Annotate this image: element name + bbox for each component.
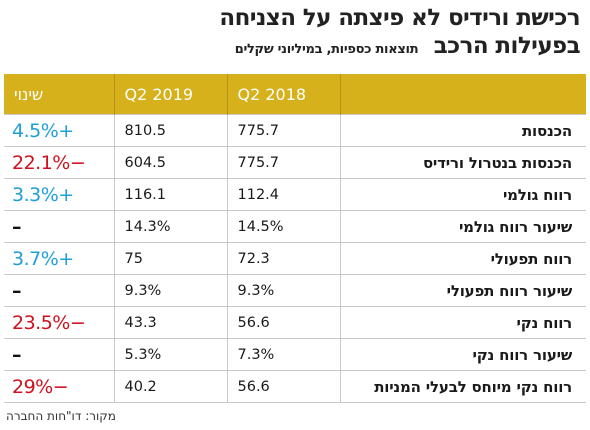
- cell-q2-2018: 775.7: [226, 114, 340, 147]
- cell-change: +3.7%: [4, 242, 114, 275]
- cell-q2-2018: 56.6: [226, 370, 340, 403]
- cell-q2-2019: 40.2: [113, 370, 227, 403]
- financial-results-table: Q2 2018 Q2 2019 שינוי הכנסות 775.7 810.5 +4…: [4, 74, 586, 403]
- row-label: רווח נקי מיוחס לבעלי המניות: [339, 370, 586, 403]
- subtitle: תוצאות כספיות, במיליוני שקלים: [234, 42, 419, 57]
- column-header-q2-2018: Q2 2018: [226, 74, 340, 115]
- row-label: רווח נקי: [339, 306, 586, 339]
- table-row: רווח תפעולי 72.3 75 +3.7%: [4, 242, 586, 275]
- chart-title-block: רכישת ורידיס לא פיצתה על הצניחה בפעילות …: [10, 4, 580, 64]
- cell-q2-2018: 72.3: [226, 242, 340, 275]
- cell-q2-2019: 14.3%: [113, 210, 227, 243]
- cell-q2-2019: 9.3%: [113, 274, 227, 307]
- table-row: רווח נקי 56.6 43.3 −23.5%: [4, 306, 586, 339]
- row-label: רווח גולמי: [339, 178, 586, 211]
- cell-q2-2018: 14.5%: [226, 210, 340, 243]
- column-header-label: [339, 74, 586, 115]
- table-row: הכנסות 775.7 810.5 +4.5%: [4, 114, 586, 147]
- cell-change: −29%: [4, 370, 114, 403]
- cell-q2-2019: 43.3: [113, 306, 227, 339]
- cell-q2-2019: 810.5: [113, 114, 227, 147]
- table-row: רווח גולמי 112.4 116.1 +3.3%: [4, 178, 586, 211]
- cell-change: −22.1%: [4, 146, 114, 179]
- table-header-row: Q2 2018 Q2 2019 שינוי: [4, 74, 586, 115]
- cell-q2-2019: 116.1: [113, 178, 227, 211]
- cell-change: +4.5%: [4, 114, 114, 147]
- table-row: שיעור רווח גולמי 14.5% 14.3% –: [4, 210, 586, 243]
- title-line-2: בפעילות הרכב תוצאות כספיות, במיליוני שקל…: [10, 32, 581, 64]
- cell-q2-2018: 7.3%: [226, 338, 340, 371]
- cell-change: –: [4, 338, 114, 371]
- table-row: שיעור רווח תפעולי 9.3% 9.3% –: [4, 274, 586, 307]
- row-label: שיעור רווח גולמי: [339, 210, 586, 243]
- table-row: שיעור רווח נקי 7.3% 5.3% –: [4, 338, 586, 371]
- row-label: הכנסות: [339, 114, 586, 147]
- cell-change: −23.5%: [4, 306, 114, 339]
- cell-q2-2019: 5.3%: [113, 338, 227, 371]
- table-row: הכנסות בנטרול ורידיס 775.7 604.5 −22.1%: [4, 146, 586, 179]
- row-label: הכנסות בנטרול ורידיס: [339, 146, 586, 179]
- title-line-1: רכישת ורידיס לא פיצתה על הצניחה: [219, 5, 580, 31]
- column-header-q2-2019: Q2 2019: [113, 74, 227, 115]
- row-label: רווח תפעולי: [339, 242, 586, 275]
- cell-q2-2019: 604.5: [113, 146, 227, 179]
- cell-q2-2018: 775.7: [226, 146, 340, 179]
- cell-q2-2018: 56.6: [226, 306, 340, 339]
- cell-change: –: [4, 210, 114, 243]
- cell-q2-2018: 9.3%: [226, 274, 340, 307]
- source-note: מקור: דו"חות החברה: [6, 409, 116, 423]
- cell-change: +3.3%: [4, 178, 114, 211]
- title-line-2-text: בפעילות הרכב: [433, 33, 581, 59]
- cell-change: –: [4, 274, 114, 307]
- cell-q2-2019: 75: [113, 242, 227, 275]
- row-label: שיעור רווח נקי: [339, 338, 586, 371]
- cell-q2-2018: 112.4: [226, 178, 340, 211]
- table-row: רווח נקי מיוחס לבעלי המניות 56.6 40.2 −29%: [4, 370, 586, 403]
- row-label: שיעור רווח תפעולי: [339, 274, 586, 307]
- column-header-change: שינוי: [4, 74, 114, 115]
